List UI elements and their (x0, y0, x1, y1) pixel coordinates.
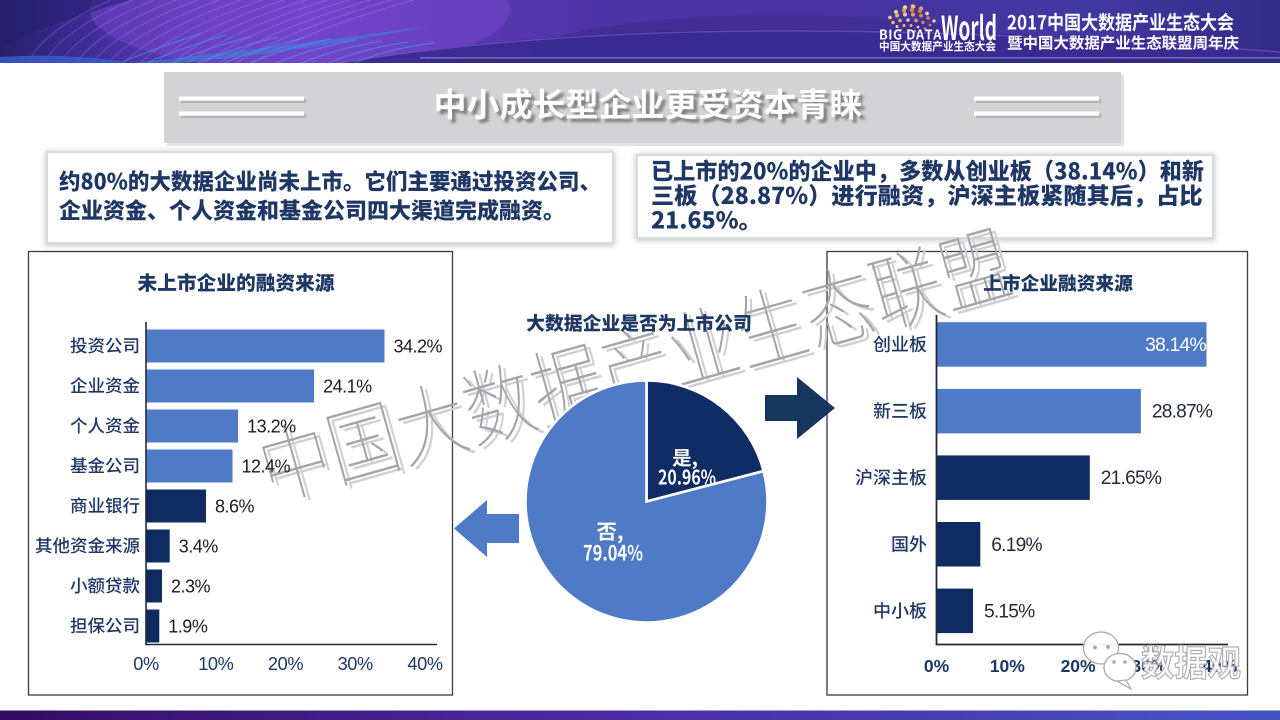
svg-text:0%: 0% (133, 654, 159, 674)
svg-text:34.2%: 34.2% (394, 337, 443, 357)
svg-text:38.14%: 38.14% (1145, 334, 1206, 356)
svg-text:20%: 20% (1061, 656, 1096, 676)
svg-text:28.87%: 28.87% (1152, 402, 1213, 423)
svg-text:3.4%: 3.4% (179, 537, 219, 557)
svg-text:30%: 30% (338, 654, 373, 674)
svg-text:6.19%: 6.19% (991, 535, 1042, 556)
svg-text:12.4%: 12.4% (242, 457, 291, 477)
svg-text:2.3%: 2.3% (171, 577, 211, 597)
svg-text:24.1%: 24.1% (323, 377, 372, 397)
svg-text:21.65%: 21.65% (1101, 468, 1162, 489)
svg-text:8.6%: 8.6% (215, 497, 255, 517)
svg-text:13.2%: 13.2% (247, 417, 296, 437)
svg-text:40%: 40% (407, 654, 442, 674)
svg-text:10%: 10% (198, 654, 233, 674)
svg-text:1.9%: 1.9% (168, 617, 208, 637)
svg-text:0%: 0% (924, 656, 950, 676)
svg-text:5.15%: 5.15% (984, 601, 1035, 622)
svg-text:10%: 10% (990, 656, 1025, 676)
svg-text:20%: 20% (268, 654, 303, 674)
